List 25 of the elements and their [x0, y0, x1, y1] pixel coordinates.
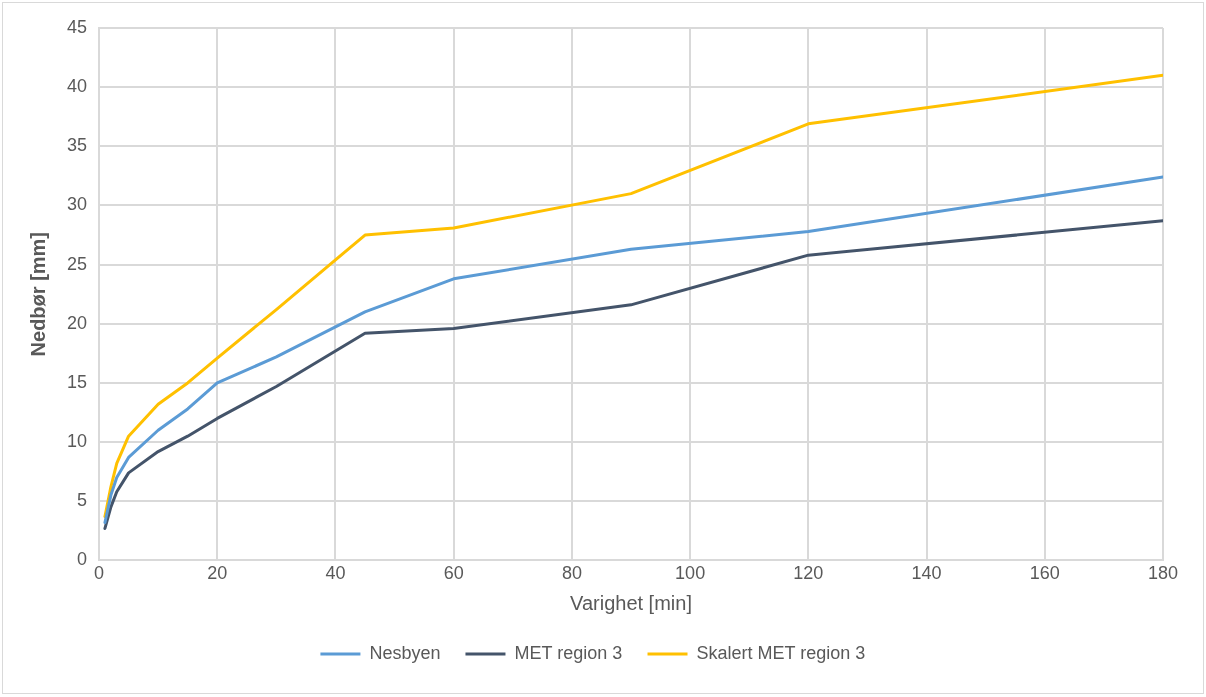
y-tick-label: 10: [66, 431, 88, 452]
x-tick-label: 140: [911, 563, 942, 584]
x-tick-label: 160: [1029, 563, 1060, 584]
y-tick-label: 0: [77, 549, 88, 570]
legend-label: Nesbyen: [369, 642, 441, 663]
y-tick-label: 35: [66, 135, 88, 156]
x-axis-title: Varighet [min]: [570, 591, 692, 614]
y-tick-label: 40: [66, 76, 88, 97]
y-tick-label: 20: [66, 312, 88, 333]
x-tick-label: 120: [793, 563, 824, 584]
y-tick-label: 45: [66, 16, 88, 37]
legend-label: MET region 3: [514, 642, 623, 663]
x-tick-label: 0: [94, 563, 105, 584]
x-tick-label: 80: [561, 563, 582, 584]
x-tick-label: 100: [675, 563, 706, 584]
x-tick-label: 60: [443, 563, 464, 584]
y-tick-label: 30: [66, 194, 88, 215]
y-axis-title: Nedbør [mm]: [26, 231, 49, 357]
y-tick-label: 15: [66, 371, 88, 392]
x-tick-label: 180: [1147, 563, 1179, 584]
x-tick-label: 40: [325, 563, 346, 584]
legend-label: Skalert MET region 3: [696, 642, 866, 663]
y-tick-label: 5: [77, 490, 88, 511]
x-tick-label: 20: [207, 563, 228, 584]
y-tick-label: 25: [66, 253, 88, 274]
